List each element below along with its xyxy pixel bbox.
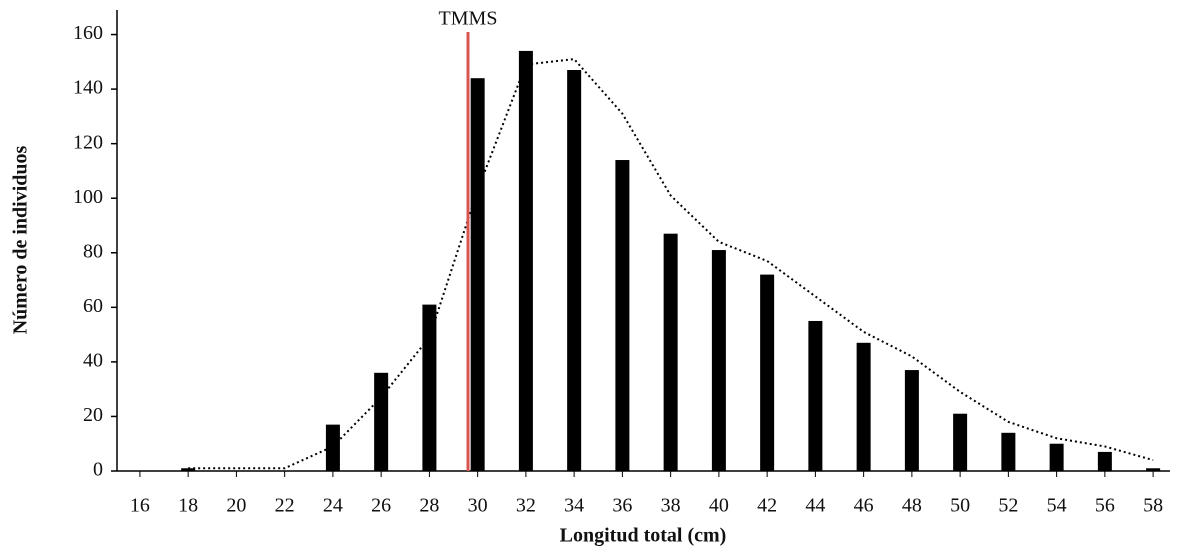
x-tick-label: 22 <box>275 495 295 517</box>
x-tick-label: 38 <box>661 495 681 517</box>
y-tick-label: 80 <box>83 240 103 262</box>
x-tick-label: 52 <box>998 495 1018 517</box>
bar <box>1001 432 1016 471</box>
x-tick-label: 56 <box>1095 495 1115 517</box>
x-tick-label: 26 <box>371 495 391 517</box>
x-tick-label: 46 <box>854 495 874 517</box>
reference-label: TMMS <box>439 8 498 30</box>
bar <box>856 342 871 471</box>
y-axis-title: Número de individuos <box>10 146 32 335</box>
y-tick-label: 20 <box>83 404 103 426</box>
bar <box>760 274 775 471</box>
bar <box>615 160 630 471</box>
x-axis-title: Longitud total (cm) <box>560 525 727 547</box>
y-tick-label: 140 <box>73 77 103 99</box>
bar <box>663 233 678 471</box>
bar <box>808 320 823 471</box>
bar <box>904 370 919 471</box>
bar <box>518 50 533 471</box>
bar <box>181 468 196 471</box>
x-tick-label: 24 <box>323 495 343 517</box>
x-tick-label: 34 <box>564 495 584 517</box>
trend-line <box>188 58 1154 470</box>
y-tick-label: 0 <box>93 459 103 481</box>
x-tick-label: 58 <box>1143 495 1163 517</box>
bar <box>567 70 582 471</box>
x-tick-label: 30 <box>468 495 488 517</box>
x-tick-label: 40 <box>709 495 729 517</box>
bar <box>711 250 726 471</box>
y-tick-label: 100 <box>73 186 103 208</box>
bar <box>1146 468 1161 471</box>
y-tick-label: 40 <box>83 349 103 371</box>
x-tick-label: 18 <box>178 495 198 517</box>
bar <box>422 304 437 471</box>
bar <box>374 372 389 471</box>
x-tick-label: 44 <box>805 495 825 517</box>
x-tick-label: 20 <box>226 495 246 517</box>
x-tick-label: 50 <box>950 495 970 517</box>
x-tick-label: 42 <box>757 495 777 517</box>
y-tick-label: 60 <box>83 295 103 317</box>
bar <box>325 424 340 471</box>
x-tick-label: 54 <box>1047 495 1067 517</box>
y-tick-label: 160 <box>73 22 103 44</box>
x-tick-label: 36 <box>612 495 632 517</box>
x-tick-label: 28 <box>419 495 439 517</box>
x-tick-label: 32 <box>516 495 536 517</box>
bar <box>1097 451 1112 471</box>
bar <box>953 413 968 471</box>
y-tick-label: 120 <box>73 131 103 153</box>
bar <box>1049 443 1064 471</box>
bar <box>470 78 485 472</box>
x-tick-label: 16 <box>130 495 150 517</box>
x-tick-label: 48 <box>902 495 922 517</box>
